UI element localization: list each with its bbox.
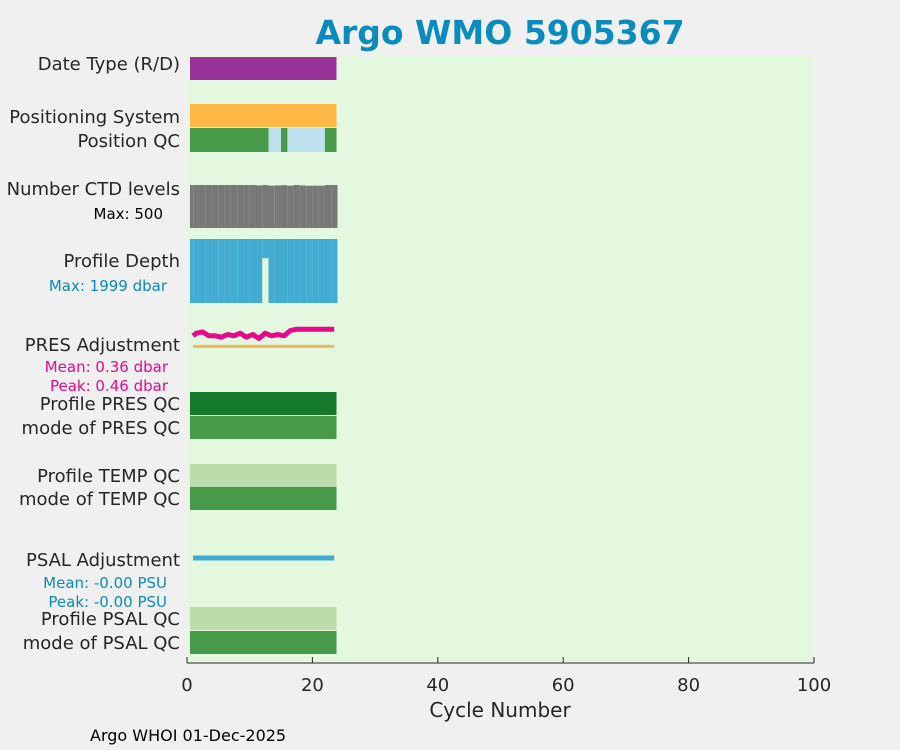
label-ctd-levels: Number CTD levels — [7, 179, 180, 200]
profile-depth-bar — [212, 239, 219, 303]
profile-depth-bar — [249, 239, 256, 303]
footer-text: Argo WHOI 01-Dec-2025 — [90, 726, 286, 745]
x-tick-label: 20 — [301, 675, 324, 696]
profile-depth-bar — [287, 239, 294, 303]
profile-depth-bar — [281, 239, 288, 303]
chart-marks — [190, 57, 338, 654]
label-profile-pres-qc: Profile PRES QC — [40, 394, 180, 415]
ctd-levels-bar — [255, 185, 263, 228]
mode-pres-qc-bar — [190, 416, 337, 439]
ctd-levels-bar — [312, 185, 319, 228]
ctd-levels-bar — [218, 185, 225, 228]
x-tick-label: 80 — [677, 675, 700, 696]
ctd-levels-bar — [205, 185, 213, 228]
profile-depth-bar — [318, 239, 325, 303]
psal-peak-text: Peak: -0.00 PSU — [48, 593, 167, 611]
chart-title: Argo WMO 5905367 — [315, 13, 684, 52]
profile-depth-bar — [224, 239, 231, 303]
position-qc-segment — [281, 128, 293, 152]
profile-psal-qc-bar — [190, 607, 337, 630]
ctd-levels-bar — [249, 185, 256, 228]
ctd-levels-bar — [237, 185, 244, 228]
positioning-system-bar — [190, 104, 337, 127]
ctd-levels-bar — [306, 185, 313, 228]
x-tick-label: 60 — [552, 675, 575, 696]
ctd-levels-bar — [243, 185, 250, 228]
ctd-levels-bar — [190, 185, 194, 228]
label-positioning-system: Positioning System — [9, 107, 180, 128]
profile-depth-bar — [274, 239, 282, 303]
ctd-levels-bar — [281, 185, 288, 228]
profile-depth-bar — [237, 239, 244, 303]
ctd-levels-bar — [199, 185, 206, 228]
ctd-levels-bar — [268, 185, 275, 228]
profile-depth-bar — [243, 239, 250, 303]
label-pres-adjustment: PRES Adjustment — [25, 335, 180, 356]
date-type-bar — [190, 57, 337, 80]
profile-depth-bar — [190, 239, 194, 303]
psal-mean-text: Mean: -0.00 PSU — [43, 574, 167, 592]
ctd-levels-bar — [293, 185, 300, 228]
x-tick-label: 100 — [797, 675, 831, 696]
label-mode-psal-qc: mode of PSAL QC — [23, 633, 180, 654]
mode-temp-qc-bar — [190, 487, 337, 510]
profile-depth-bar — [324, 239, 332, 303]
x-axis-ticks: 0 20 40 60 80 100 — [181, 657, 831, 696]
pres-peak-text: Peak: 0.46 dbar — [50, 377, 169, 395]
depth-max-text: Max: 1999 dbar — [49, 277, 168, 295]
ctd-levels-bar — [262, 185, 269, 228]
label-mode-temp-qc: mode of TEMP QC — [19, 489, 180, 510]
x-axis-label: Cycle Number — [429, 698, 571, 722]
ctd-levels-bar — [224, 185, 231, 228]
label-psal-adjustment: PSAL Adjustment — [26, 550, 180, 571]
ctd-levels-bar — [318, 185, 325, 228]
pres-mean-line — [191, 326, 335, 341]
profile-depth-bar — [299, 239, 307, 303]
ctd-levels-bar — [287, 185, 294, 228]
x-tick-label: 40 — [426, 675, 449, 696]
ctd-levels-bar — [324, 185, 332, 228]
profile-pres-qc-bar — [190, 392, 337, 415]
profile-depth-bar — [193, 239, 200, 303]
ctd-levels-bar — [212, 185, 219, 228]
mode-psal-qc-bar — [190, 631, 337, 654]
label-profile-temp-qc: Profile TEMP QC — [37, 466, 180, 487]
profile-depth-bar — [218, 239, 225, 303]
profile-temp-qc-bar — [190, 464, 337, 487]
pres-mean-text: Mean: 0.36 dbar — [45, 358, 169, 376]
profile-depth-bar — [199, 239, 206, 303]
ctd-max-text: Max: 500 — [94, 205, 163, 223]
label-date-type: Date Type (R/D) — [38, 54, 180, 75]
plot-area — [187, 56, 814, 663]
ctd-levels-bar — [230, 185, 238, 228]
ctd-levels-bar — [299, 185, 307, 228]
label-mode-pres-qc: mode of PRES QC — [22, 418, 180, 439]
ctd-levels-bar — [193, 185, 200, 228]
position-qc-segment — [324, 128, 337, 152]
profile-depth-bar — [293, 239, 300, 303]
x-tick-label: 0 — [181, 675, 192, 696]
profile-depth-bar — [312, 239, 319, 303]
profile-depth-bar — [331, 239, 338, 303]
label-profile-depth: Profile Depth — [63, 251, 180, 272]
label-profile-psal-qc: Profile PSAL QC — [41, 609, 180, 630]
profile-depth-bar — [255, 239, 263, 303]
profile-depth-bar — [306, 239, 313, 303]
position-qc-segment — [190, 128, 274, 152]
profile-depth-bar — [230, 239, 238, 303]
ctd-levels-bar — [274, 185, 282, 228]
profile-depth-bar — [268, 239, 275, 303]
profile-depth-bar — [262, 239, 269, 259]
position-qc-segment — [287, 128, 331, 152]
profile-depth-bar — [205, 239, 213, 303]
ctd-levels-bar — [331, 185, 338, 228]
label-position-qc: Position QC — [77, 131, 180, 152]
